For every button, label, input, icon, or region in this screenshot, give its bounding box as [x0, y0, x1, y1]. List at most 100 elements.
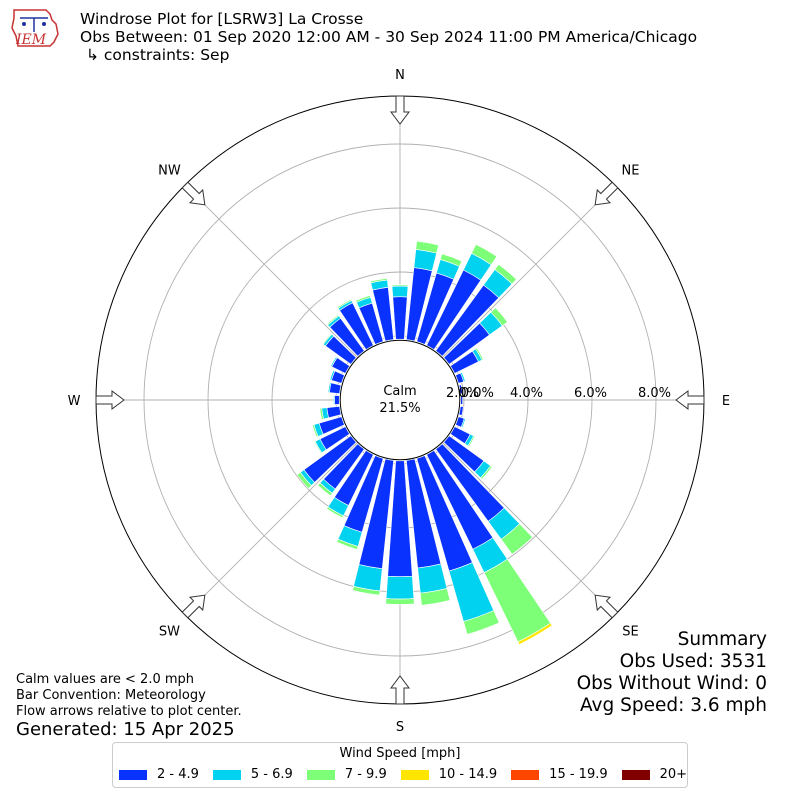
legend: Wind Speed [mph] 2 - 4.9 5 - 6.9 7 - 9.9…: [112, 742, 688, 788]
bar-segment: [370, 278, 388, 284]
legend-item: 5 - 6.9: [212, 767, 293, 782]
bar-segment: [475, 347, 484, 361]
direction-label-sw: SW: [159, 625, 180, 640]
legend-item: 20+: [621, 767, 688, 782]
bar-segment: [460, 418, 466, 429]
legend-label: 10 - 14.9: [438, 767, 498, 782]
direction-arrows: [95, 95, 705, 705]
summary-title: Summary: [677, 629, 767, 650]
flow-note: Flow arrows relative to plot center.: [16, 704, 242, 719]
legend-item: 7 - 9.9: [306, 767, 387, 782]
legend-swatch: [621, 769, 650, 780]
constraints: ↳ constraints: Sep: [86, 46, 230, 64]
bar-segment: [313, 440, 323, 454]
bar-segment: [327, 382, 332, 393]
radial-tick-label: 6.0%: [574, 386, 607, 401]
bar-segment: [326, 506, 344, 519]
bar-segment: [460, 395, 464, 405]
iem-logo: IEM: [6, 6, 64, 52]
bar-segment: [336, 298, 352, 309]
bar-segment: [334, 395, 340, 405]
obs-between: Obs Between: 01 Sep 2020 12:00 AM - 30 S…: [80, 28, 698, 46]
calm-value: 21.5%: [379, 401, 420, 416]
bar-segment: [296, 472, 312, 489]
bar-segment: [480, 465, 493, 480]
bar-segment: [471, 243, 498, 266]
bar-segment: [467, 435, 476, 447]
direction-label-e: E: [722, 394, 730, 409]
bar-convention: Bar Convention: Meteorology: [16, 688, 206, 703]
bar-segment: [463, 610, 500, 635]
radial-tick-label: 2.0%: [446, 386, 479, 401]
legend-item: 2 - 4.9: [119, 767, 199, 782]
legend-label: 15 - 19.9: [549, 767, 608, 782]
direction-arrow: [181, 594, 206, 619]
bar-segment: [500, 523, 533, 555]
radial-tick-label: 0.0%: [461, 386, 494, 401]
bar-segment: [322, 333, 333, 345]
bar-segment: [517, 622, 553, 645]
bar-segment: [317, 482, 333, 497]
legend-items: 2 - 4.9 5 - 6.9 7 - 9.9 10 - 14.9 15 - 1…: [119, 767, 701, 782]
bar-segment: [355, 295, 371, 303]
direction-arrow: [594, 181, 619, 206]
legend-label: 20+: [659, 767, 688, 782]
direction-label-n: N: [395, 68, 405, 83]
radial-tick-label: 8.0%: [638, 386, 671, 401]
bar-segment: [319, 407, 324, 420]
bar-segment: [458, 384, 464, 394]
summary-avg-speed: Avg Speed: 3.6 mph: [579, 695, 767, 716]
labels: Calm 21.5% 0.0%2.0% 4.0% 6.0% 8.0% N NE E SE S SW W N…: [68, 68, 731, 735]
direction-arrow: [95, 390, 125, 410]
bar-segment: [439, 253, 463, 267]
bar-segment: [352, 585, 381, 596]
direction-label-s: S: [396, 720, 404, 735]
generated-date: Generated: 15 Apr 2025: [16, 719, 235, 740]
bar-segment: [385, 598, 415, 605]
bar-segment: [415, 240, 439, 254]
bar-segment: [336, 538, 359, 550]
calm-circle: [339, 339, 461, 461]
direction-label-ne: NE: [622, 163, 640, 178]
summary-obs-without-wind: Obs Without Wind: 0: [576, 673, 767, 694]
legend-label: 2 - 4.9: [157, 767, 199, 782]
bar-segment: [458, 406, 464, 416]
bar-segment: [391, 284, 409, 287]
legend-title: Wind Speed [mph]: [339, 746, 461, 761]
bar-segment: [353, 564, 383, 592]
bar-segment: [326, 406, 342, 419]
direction-arrow: [390, 675, 410, 705]
bar-segment: [460, 372, 466, 383]
bar-segment: [329, 382, 342, 394]
bar-segment: [392, 296, 408, 340]
bar-segment: [385, 575, 415, 600]
legend-item: 10 - 14.9: [400, 767, 498, 782]
direction-label-se: SE: [622, 625, 638, 640]
bar-segment: [311, 424, 319, 438]
calm-circle: [339, 339, 461, 461]
direction-arrow: [594, 594, 619, 619]
bar-segment: [326, 314, 340, 326]
legend-swatch: [400, 769, 429, 780]
direction-arrow: [181, 181, 206, 206]
bars: [296, 240, 553, 645]
direction-arrow: [675, 390, 705, 410]
bar-segment: [329, 369, 336, 381]
bar-segment: [419, 588, 451, 606]
legend-swatch: [306, 769, 335, 780]
calm-note: Calm values are < 2.0 mph: [16, 672, 195, 687]
bar-segment: [330, 356, 338, 368]
legend-label: 7 - 9.9: [344, 767, 387, 782]
legend-label: 5 - 6.9: [250, 767, 293, 782]
radial-tick-label: 4.0%: [510, 386, 543, 401]
summary-obs-used: Obs Used: 3531: [619, 651, 767, 672]
legend-swatch: [212, 769, 241, 780]
bar-segment: [417, 563, 448, 594]
direction-label-nw: NW: [158, 163, 181, 178]
bar-segment: [494, 263, 517, 285]
legend-swatch: [119, 769, 147, 780]
legend-item: 15 - 19.9: [511, 767, 608, 782]
legend-swatch: [511, 769, 540, 780]
direction-label-w: W: [68, 394, 81, 409]
